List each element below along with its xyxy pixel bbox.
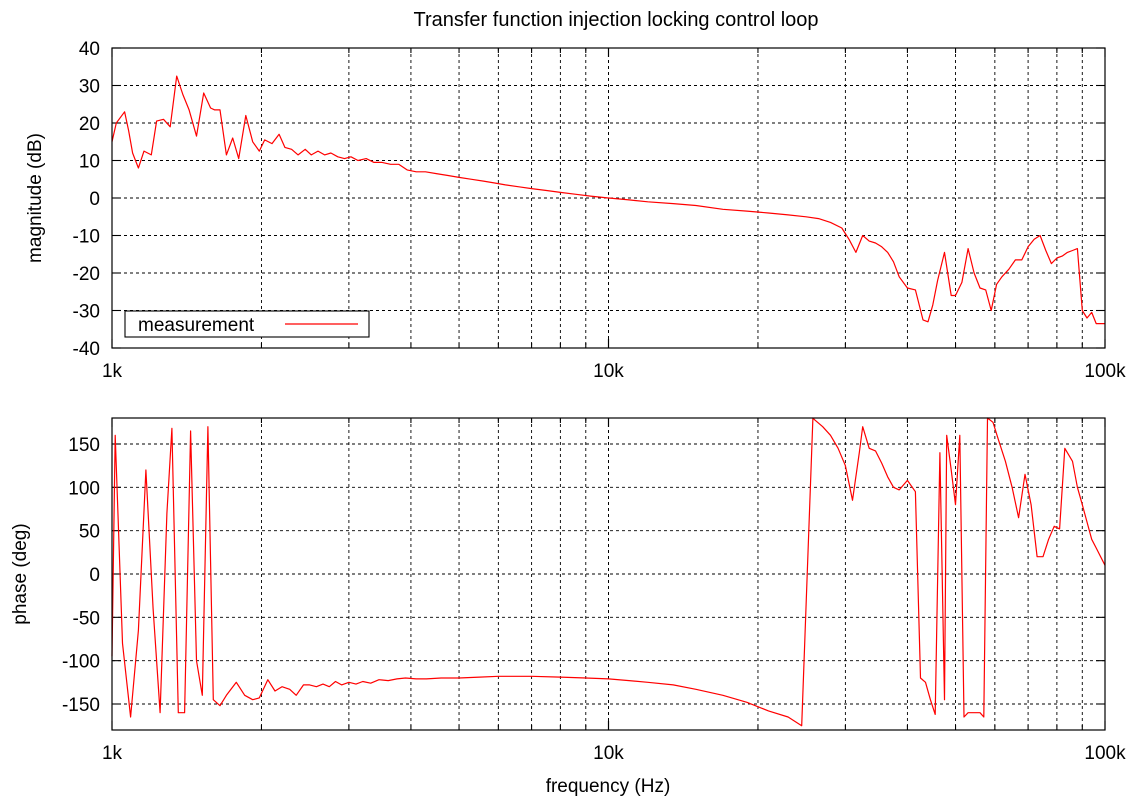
magnitude-measurement-line (111, 75, 1105, 325)
phase-y-tick-label: -150 (62, 695, 100, 716)
legend-label: measurement (138, 315, 255, 336)
magnitude-y-tick-label: -30 (73, 302, 100, 323)
phase-y-tick-label: -50 (73, 608, 100, 629)
phase-measurement-line (111, 417, 1106, 727)
x-axis-label: frequency (Hz) (546, 776, 671, 797)
magnitude-y-tick-label: -20 (73, 264, 100, 285)
magnitude-y-tick-label: 30 (79, 77, 100, 98)
magnitude-y-tick-label: 0 (89, 189, 100, 210)
magnitude-x-tick-label: 1k (102, 361, 123, 382)
phase-y-tick-label: 150 (68, 435, 100, 456)
phase-y-tick-label: -100 (62, 652, 100, 673)
magnitude-grid (112, 48, 1105, 348)
chart-title: Transfer function injection locking cont… (413, 9, 818, 31)
magnitude-y-axis-label: magnitude (dB) (25, 133, 46, 263)
magnitude-y-tick-label: -40 (73, 339, 100, 360)
magnitude-y-tick-label: 10 (79, 152, 100, 173)
phase-y-tick-label: 50 (79, 522, 100, 543)
magnitude-y-tick-label: 40 (79, 39, 100, 60)
phase-plot-frame (111, 417, 1106, 731)
phase-x-tick-label: 10k (593, 743, 624, 764)
magnitude-x-tick-label: 100k (1084, 361, 1126, 382)
magnitude-plot-frame (111, 47, 1106, 349)
magnitude-y-tick-label: 20 (79, 114, 100, 135)
magnitude-series (111, 75, 1105, 325)
magnitude-x-tick-label: 10k (593, 361, 624, 382)
phase-x-tick-label: 100k (1084, 743, 1126, 764)
legend: measurement (124, 310, 370, 338)
phase-panel: 150 100 50 0 -50 -100 -150 1k 10k 100k phase (deg… (10, 417, 1126, 797)
phase-grid (112, 418, 1105, 730)
phase-y-tick-label: 0 (89, 565, 100, 586)
phase-series (111, 417, 1106, 727)
magnitude-y-tick-label: -10 (73, 227, 100, 248)
phase-ticks: 150 100 50 0 -50 -100 -150 1k 10k 100k (62, 418, 1126, 764)
phase-x-tick-label: 1k (102, 743, 123, 764)
phase-y-axis-label: phase (deg) (10, 523, 31, 624)
phase-y-tick-label: 100 (68, 478, 100, 499)
